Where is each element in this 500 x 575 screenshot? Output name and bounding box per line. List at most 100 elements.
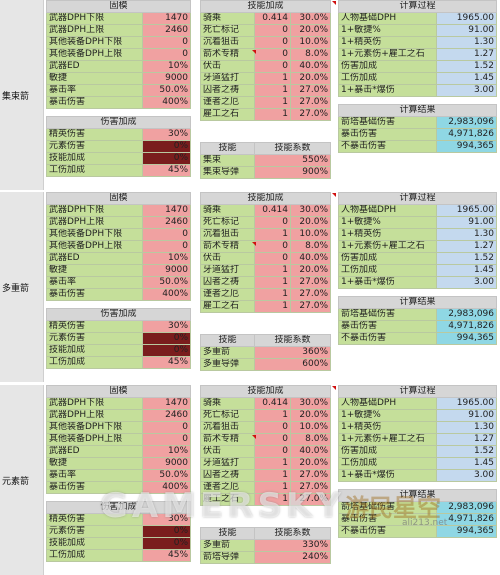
coef-header-factor: 技能系数 [254,334,331,347]
calc-value: 1.27 [435,433,498,446]
bonus-label: 技能加成 [46,152,143,165]
result-label: 不暴击伤害 [338,332,437,345]
gear-label: 其他装备DPH上限 [46,240,143,253]
skill-bonus: 40.0% [290,445,331,458]
bonus-table: 伤害加成 精英伤害 30% 元素伤害 0% 技能加成 0% 工伤加成 45% [45,116,192,177]
skill-bonus: 40.0% [290,252,331,265]
watermark-site: ali213.net [402,518,448,528]
bonus-label: 元素伤害 [46,332,143,345]
skill-active: 1 [254,72,291,85]
calc-value: 1.27 [435,48,498,61]
calc-label: 1+敏捷% [338,409,437,422]
gear-label: 武器ED [46,445,143,458]
coef-value: 330% [254,539,331,552]
comment-marker [252,50,256,54]
calc-value: 1.30 [435,36,498,49]
skill-active: 0 [254,445,291,458]
gear-label: 武器ED [46,252,143,265]
coef-value: 900% [254,166,331,179]
calc-table: 计算过程 人物基础DPH 1965.00 1+敏捷% 91.00 1+精英伤 1.30 1+元… [337,0,498,97]
skill-active: 1 [254,493,291,506]
skill-label: 骑乘 [200,12,255,25]
watermark-gamersky: GAMERSKY [100,486,345,526]
calc-value: 3.00 [435,469,498,482]
calc-value: 1.45 [435,264,498,277]
skills-title: 技能加成 [200,385,331,398]
result-table: 计算结果 箭塔基础伤害 2,983,096 暴击伤害 4,971,826 不暴击伤害 994… [337,104,498,153]
gear-title: 固模 [45,385,192,398]
calc-label: 伤害加成 [338,252,437,265]
gear-label: 暴击伤害 [46,288,143,301]
result-value: 2,983,096 [435,116,498,129]
coef-value: 240% [254,551,331,564]
gear-label: 暴击率 [46,276,143,289]
gear-label: 其他装备DPH下限 [46,36,143,49]
calc-value: 1.27 [435,240,498,253]
skill-label: 囚者之祷 [200,276,255,289]
calc-label: 工伤加成 [338,457,437,470]
result-table: 计算结果 箭塔基础伤害 2,983,096 暴击伤害 4,971,826 不暴击伤害 994… [337,296,498,345]
skill-active: 0 [254,60,291,73]
gear-value: 400% [141,481,192,494]
gear-value: 0 [141,48,192,61]
calc-label: 1+敏捷% [338,216,437,229]
result-label: 不暴击伤害 [338,525,437,538]
calc-label: 人物基础DPH [338,204,437,217]
gear-label: 暴击率 [46,84,143,97]
gear-value: 2460 [141,24,192,37]
gear-value: 2460 [141,409,192,422]
skill-label: 死亡标记 [200,216,255,229]
gear-value: 1470 [141,204,192,217]
skill-label: 死亡标记 [200,409,255,422]
bonus-label: 元素伤害 [46,525,143,538]
bonus-value: 45% [141,549,192,562]
bonus-label: 工伤加成 [46,549,143,562]
bonus-label: 精英伤害 [46,320,143,333]
skill-bonus: 8.0% [290,240,331,253]
comment-marker [252,435,256,439]
skill-label: 骑乘 [200,204,255,217]
gear-value: 9000 [141,72,192,85]
skills-title: 技能加成 [200,0,331,13]
skill-label: 骑乘 [200,397,255,410]
gear-label: 暴击率 [46,469,143,482]
result-title: 计算结果 [337,489,498,502]
gear-label: 其他装备DPH上限 [46,48,143,61]
skill-bonus: 27.0% [290,96,331,109]
calc-label: 1+暴击*爆伤 [338,84,437,97]
gear-value: 1470 [141,397,192,410]
bonus-label: 工伤加成 [46,164,143,177]
gear-value: 0 [141,228,192,241]
result-value: 994,365 [435,140,498,153]
gear-label: 其他装备DPH上限 [46,433,143,446]
skills-title: 技能加成 [200,192,331,205]
skill-active: 0 [254,36,291,49]
section-label: 元素箭 [0,385,44,575]
skill-bonus: 20.0% [290,457,331,470]
result-value: 4,971,826 [435,320,498,333]
calc-value: 3.00 [435,84,498,97]
calc-value: 1.52 [435,252,498,265]
skill-bonus: 27.0% [290,300,331,313]
calc-label: 人物基础DPH [338,397,437,410]
skill-bonus: 20.0% [290,72,331,85]
skill-active: 1 [254,469,291,482]
skill-label: 囚者之祷 [200,469,255,482]
calc-value: 1.30 [435,228,498,241]
calc-table: 计算过程 人物基础DPH 1965.00 1+敏捷% 91.00 1+精英伤 1.30 1+元… [337,192,498,289]
calc-label: 1+暴击*爆伤 [338,276,437,289]
coef-value: 550% [254,154,331,167]
gear-value: 0 [141,36,192,49]
gear-value: 2460 [141,216,192,229]
gear-value: 10% [141,445,192,458]
gear-label: 其他装备DPH下限 [46,228,143,241]
gear-table: 固模 武器DPH下限 1470 武器DPH上限 2460 其他装备DPH下限 0 其他装备DP… [45,0,192,109]
coef-header-skill: 技能 [200,334,255,347]
gear-value: 10% [141,60,192,73]
skill-bonus: 8.0% [290,48,331,61]
bonus-value: 0% [141,332,192,345]
gear-label: 武器DPH上限 [46,409,143,422]
bonus-value: 30% [141,320,192,333]
skill-active: 0.414 [254,397,291,410]
skill-bonus: 20.0% [290,409,331,422]
